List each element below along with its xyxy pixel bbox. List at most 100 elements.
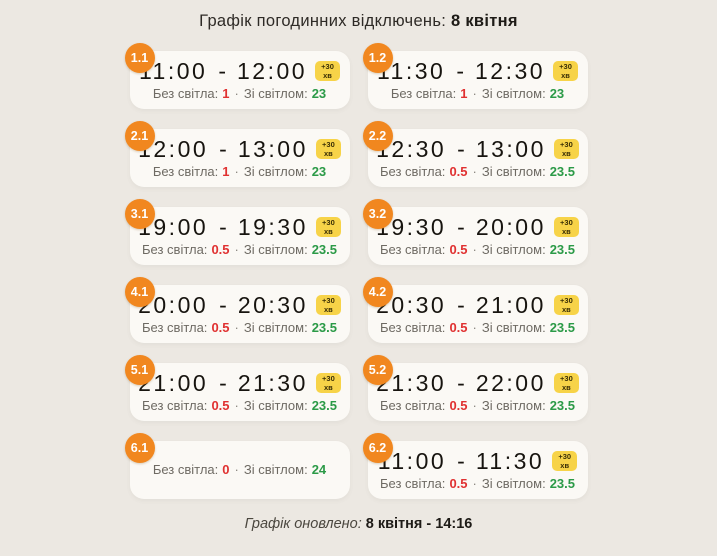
minutes-abbr-line: хв xyxy=(561,226,571,236)
light-stats: Без світла: 1 · Зі світлом: 23 xyxy=(391,86,565,101)
time-end: 19:30 xyxy=(237,213,308,240)
light-stats: Без світла: 1 · Зі світлом: 23 xyxy=(153,164,326,179)
updated-label: Графік оновлено: xyxy=(244,516,362,532)
time-end: 22:00 xyxy=(475,369,546,396)
plus-30-line: +30 xyxy=(322,296,335,306)
time-end: 11:30 xyxy=(475,447,545,474)
time-end: 12:30 xyxy=(474,57,546,84)
minutes-abbr-line: хв xyxy=(323,148,333,158)
time-range: 11:00 - 12:00 +30 хв xyxy=(139,58,341,84)
stats-separator: · xyxy=(472,86,477,101)
group-number-badge: 6.2 xyxy=(362,433,393,463)
no-light-value: 0.5 xyxy=(211,242,230,257)
with-light-label: Зі світлом: xyxy=(481,398,546,413)
page-header: Графік погодинних відключень: 8 квітня xyxy=(0,0,717,31)
time-range: 12:00 - 13:00 +30 хв xyxy=(138,136,341,162)
light-stats: Без світла: 0.5 · Зі світлом: 23.5 xyxy=(379,242,575,257)
time-separator: - xyxy=(219,291,227,318)
with-light-value: 23.5 xyxy=(549,398,575,413)
schedule-card: 2.1 12:00 - 13:00 +30 хв Без світла: 1 ·… xyxy=(124,121,350,187)
plus-30-min-badge: +30 хв xyxy=(553,139,579,160)
plus-30-line: +30 xyxy=(322,218,335,228)
plus-30-line: +30 xyxy=(322,374,335,384)
light-stats: Без світла: 1 · Зі світлом: 23 xyxy=(153,86,327,101)
plus-30-line: +30 xyxy=(558,452,572,462)
schedule-grid: 1.1 11:00 - 12:00 +30 хв Без світла: 1 ·… xyxy=(124,43,588,499)
schedule-card: 6.1 Без світла: 0 · Зі світлом: 24 xyxy=(124,433,350,499)
group-number-badge: 4.2 xyxy=(362,277,393,307)
no-light-label: Без світла: xyxy=(379,320,446,335)
no-light-label: Без світла: xyxy=(379,476,446,491)
no-light-value: 1 xyxy=(222,164,230,179)
plus-30-min-badge: +30 хв xyxy=(315,61,341,82)
with-light-label: Зі світлом: xyxy=(481,164,546,179)
stats-separator: · xyxy=(472,398,477,413)
plus-30-min-badge: +30 хв xyxy=(315,295,341,316)
with-light-label: Зі світлом: xyxy=(243,164,308,179)
time-separator: - xyxy=(457,369,465,396)
light-stats: Без світла: 0.5 · Зі світлом: 23.5 xyxy=(379,320,575,335)
time-range: 21:00 - 21:30 +30 хв xyxy=(138,369,341,396)
time-range: 20:30 - 21:00 +30 хв xyxy=(376,292,579,318)
light-stats: Без світла: 0.5 · Зі світлом: 23.5 xyxy=(380,164,575,179)
with-light-label: Зі світлом: xyxy=(243,320,308,335)
no-light-value: 0.5 xyxy=(449,164,468,179)
with-light-label: Зі світлом: xyxy=(243,86,308,101)
plus-30-min-badge: +30 хв xyxy=(553,61,579,82)
time-end: 13:00 xyxy=(475,135,546,162)
stats-separator: · xyxy=(472,242,477,257)
plus-30-min-badge: +30 хв xyxy=(315,139,341,160)
minutes-abbr-line: хв xyxy=(561,382,571,392)
schedule-card: 5.1 21:00 - 21:30 +30 хв Без світла: 0.5… xyxy=(124,355,350,421)
with-light-value: 23 xyxy=(549,86,565,101)
plus-30-min-badge: +30 хв xyxy=(315,373,341,394)
with-light-label: Зі світлом: xyxy=(243,461,308,477)
minutes-abbr-line: хв xyxy=(323,226,333,236)
group-number-badge: 1.1 xyxy=(124,43,155,73)
no-light-value: 0.5 xyxy=(211,398,230,413)
stats-separator: · xyxy=(234,86,239,101)
time-range: 20:00 - 20:30 +30 хв xyxy=(138,291,341,318)
page-footer: Графік оновлено: 8 квітня - 14:16 xyxy=(0,516,717,532)
time-end: 21:30 xyxy=(237,369,308,396)
no-light-label: Без світла: xyxy=(141,320,208,335)
stats-separator: · xyxy=(234,242,239,257)
with-light-value: 23.5 xyxy=(549,164,575,179)
stats-separator: · xyxy=(234,461,239,477)
schedule-card: 5.2 21:30 - 22:00 +30 хв Без світла: 0.5… xyxy=(362,355,588,421)
with-light-value: 23.5 xyxy=(311,242,337,257)
group-number-badge: 6.1 xyxy=(124,433,155,463)
no-light-label: Без світла: xyxy=(379,398,446,413)
no-light-value: 0.5 xyxy=(449,398,468,413)
plus-30-min-badge: +30 хв xyxy=(315,217,341,238)
stats-separator: · xyxy=(234,320,239,335)
group-number-badge: 2.1 xyxy=(124,121,155,151)
no-light-value: 0.5 xyxy=(449,320,468,335)
schedule-card: 4.2 20:30 - 21:00 +30 хв Без світла: 0.5… xyxy=(362,277,588,343)
light-stats: Без світла: 0.5 · Зі світлом: 23.5 xyxy=(141,320,337,335)
plus-30-line: +30 xyxy=(560,218,573,228)
time-end: 20:30 xyxy=(237,291,308,318)
schedule-card: 1.2 11:30 - 12:30 +30 хв Без світла: 1 ·… xyxy=(362,43,588,109)
plus-30-min-badge: +30 хв xyxy=(552,451,578,472)
stats-separator: · xyxy=(472,164,477,179)
minutes-abbr-line: хв xyxy=(323,382,333,392)
plus-30-line: +30 xyxy=(322,140,335,150)
with-light-value: 23 xyxy=(311,86,327,101)
stats-separator: · xyxy=(234,398,239,413)
schedule-card: 3.2 19:30 - 20:00 +30 хв Без світла: 0.5… xyxy=(362,199,588,265)
with-light-value: 23.5 xyxy=(549,320,575,335)
minutes-abbr-line: хв xyxy=(560,460,570,470)
with-light-label: Зі світлом: xyxy=(481,476,546,491)
no-light-label: Без світла: xyxy=(379,242,446,257)
with-light-label: Зі світлом: xyxy=(481,242,546,257)
light-stats: Без світла: 0.5 · Зі світлом: 23.5 xyxy=(142,242,337,257)
group-number-badge: 3.2 xyxy=(362,199,393,229)
group-number-badge: 2.2 xyxy=(362,121,393,151)
time-separator: - xyxy=(457,213,465,240)
no-light-label: Без світла: xyxy=(152,461,219,477)
plus-30-line: +30 xyxy=(559,62,572,72)
schedule-card: 6.2 11:00 - 11:30 +30 хв Без світла: 0.5… xyxy=(362,433,588,499)
group-number-badge: 5.1 xyxy=(124,355,155,385)
with-light-value: 24 xyxy=(311,461,327,477)
